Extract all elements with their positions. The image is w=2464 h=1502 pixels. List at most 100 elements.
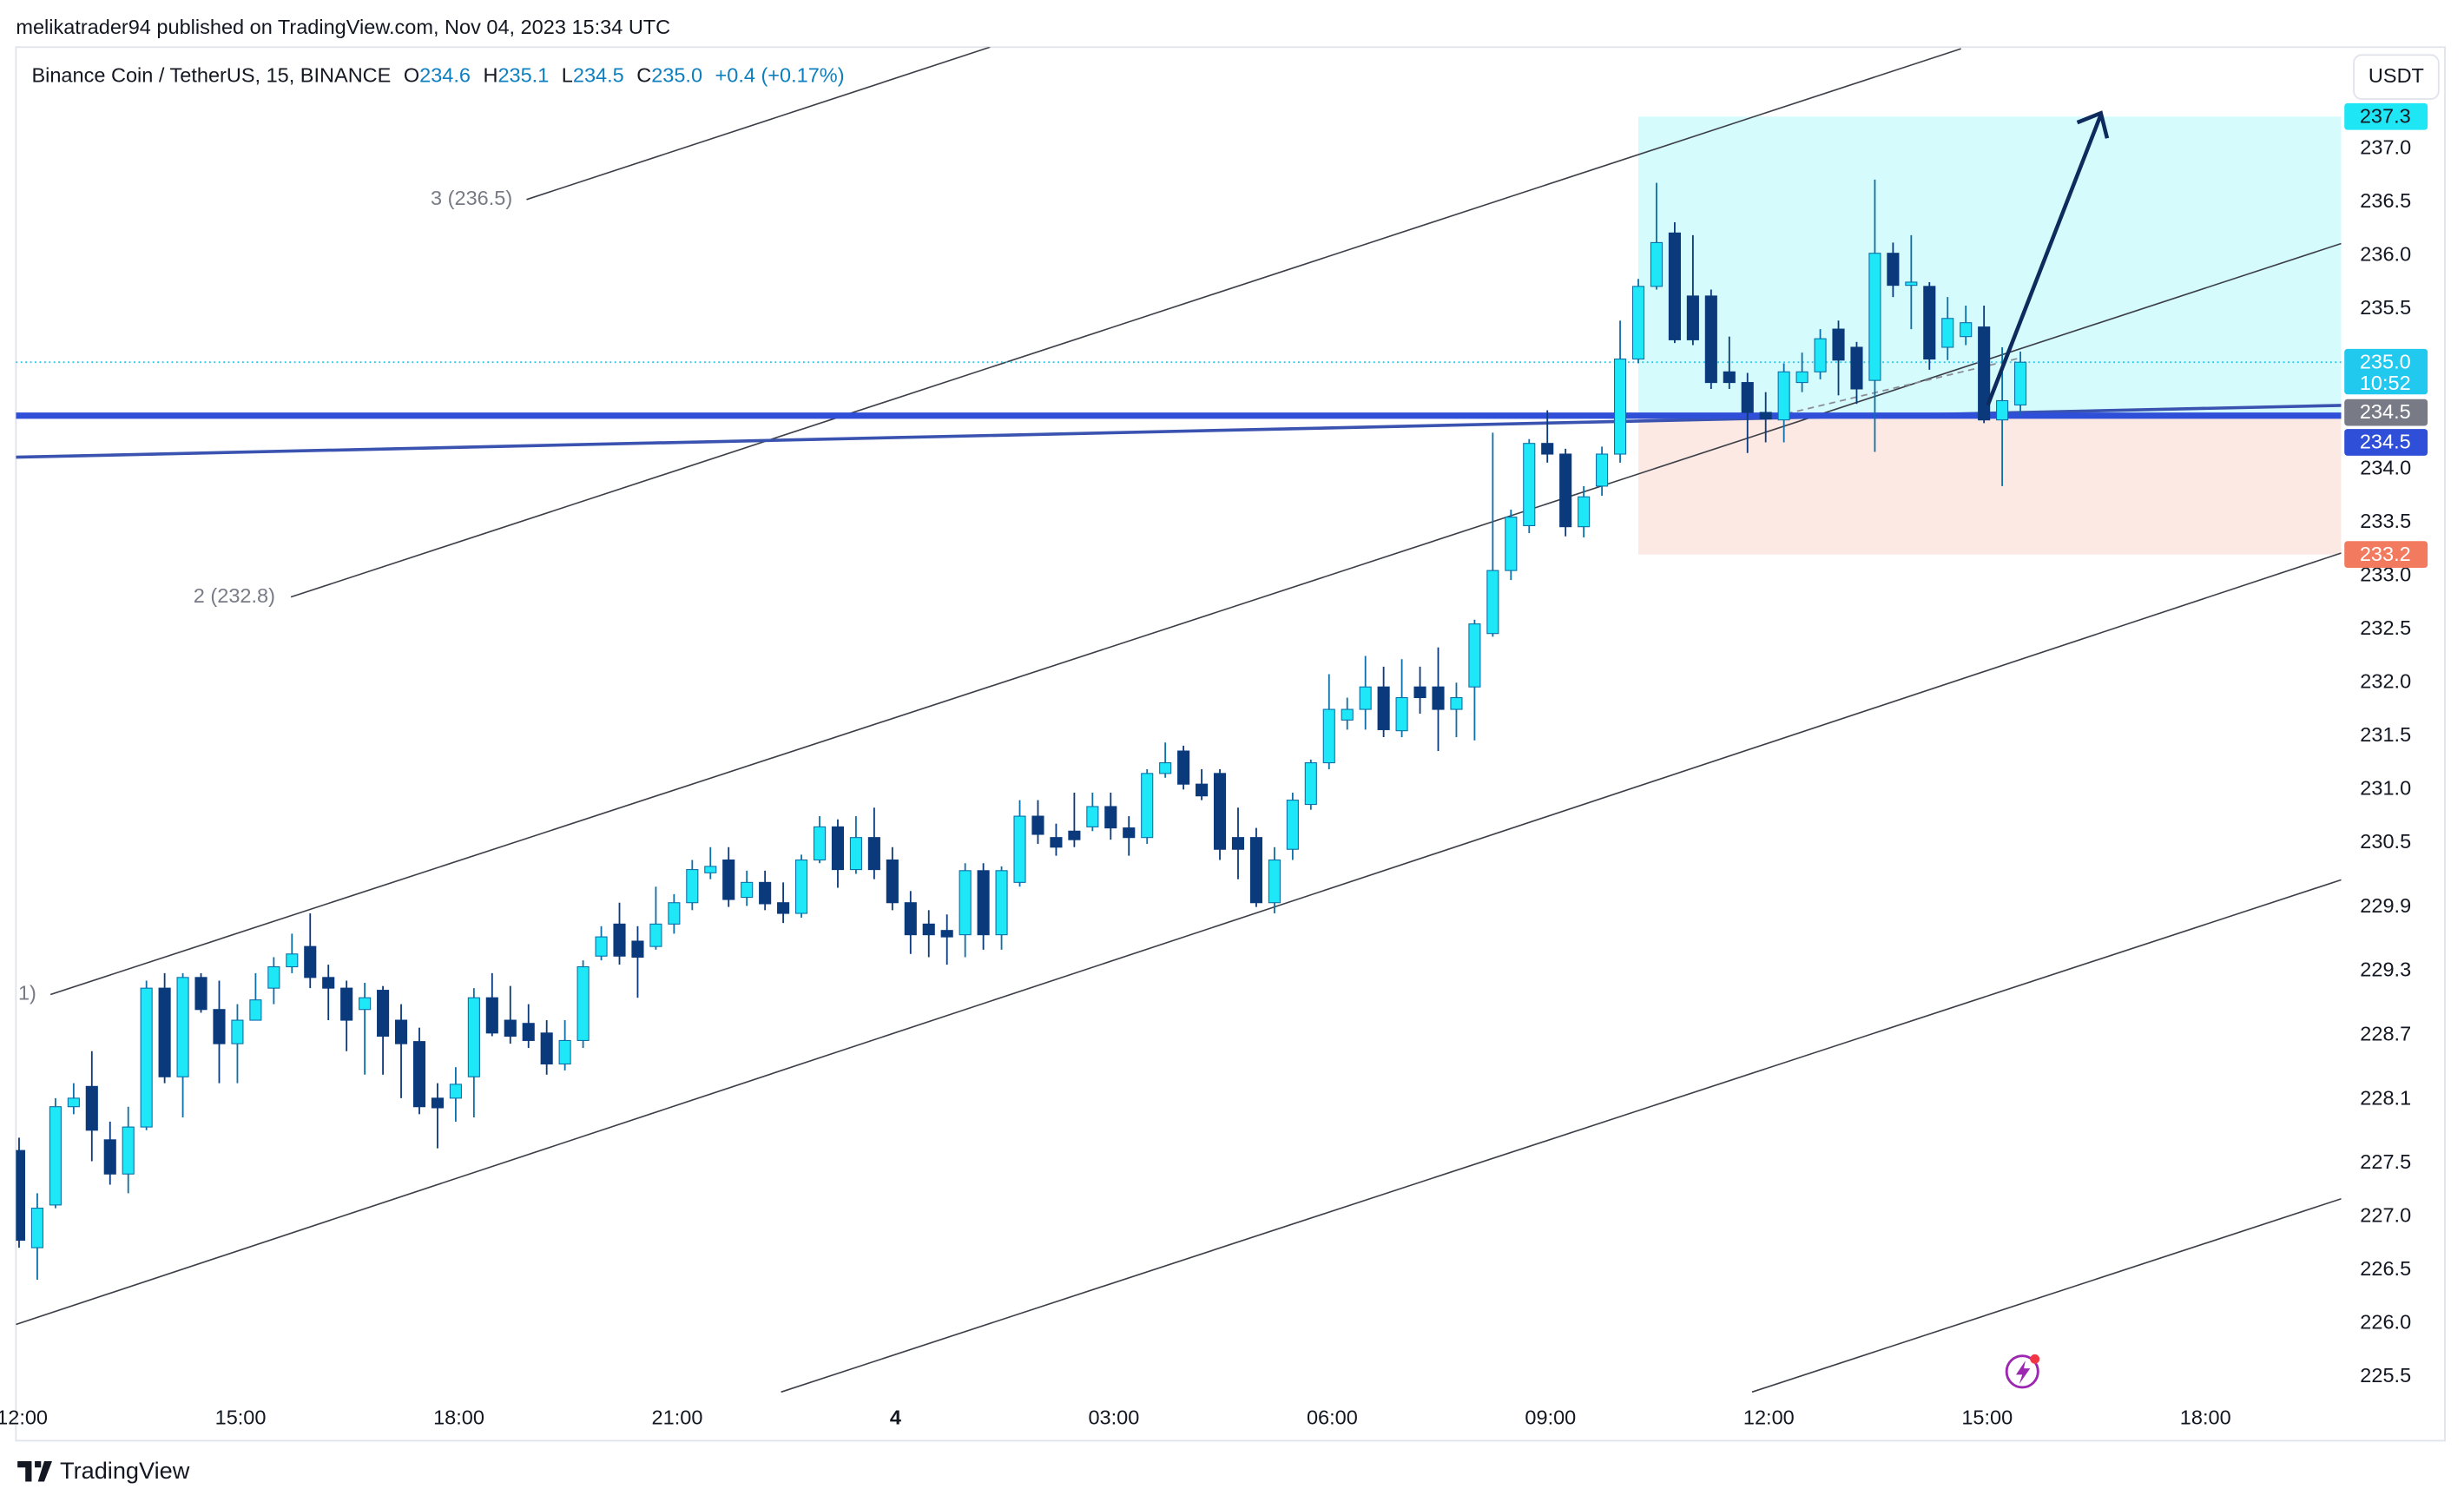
candle-body	[558, 1039, 571, 1065]
logo-mark	[17, 1460, 52, 1482]
y-tick-label: 228.7	[2360, 1022, 2411, 1044]
logo: TradingView	[17, 1457, 190, 1484]
symbol: Binance Coin / TetherUS, 15, BINANCE	[31, 64, 391, 87]
legend-key: C	[636, 64, 651, 87]
candle-body	[1086, 806, 1099, 827]
legend-key: O	[404, 64, 419, 87]
candle-body	[1068, 830, 1081, 840]
channel-label: 2 (232.8)	[194, 584, 275, 607]
candle-body	[1832, 328, 1845, 361]
candle-body	[1686, 295, 1699, 340]
candles	[16, 179, 2027, 1281]
y-tick-label: 236.0	[2360, 242, 2411, 265]
candle-body	[995, 870, 1008, 936]
candle-body	[158, 987, 171, 1077]
candle-body	[1850, 346, 1863, 390]
channel-line	[781, 879, 2342, 1393]
y-tick-label: 226.0	[2360, 1311, 2411, 1334]
candle-body	[431, 1097, 445, 1109]
price-badge-label: 234.5	[2360, 431, 2411, 453]
channel-lines	[16, 47, 2342, 1393]
y-tick-label: 236.5	[2360, 189, 2411, 212]
price-badge-label: 233.2	[2360, 543, 2411, 565]
candle-body	[1596, 453, 1609, 487]
candle-body	[904, 902, 917, 936]
y-tick-label: 231.0	[2360, 777, 2411, 800]
channel-label: 1)	[18, 982, 36, 1005]
candle-body	[1741, 382, 1754, 413]
candle-body	[1814, 338, 1827, 372]
candle-body	[213, 1009, 226, 1044]
candle-body	[2014, 361, 2027, 405]
chart-frame	[15, 46, 2446, 1442]
candle-body	[1868, 253, 1881, 381]
candle-body	[1996, 399, 2009, 421]
candle-body	[1468, 623, 1481, 688]
candle-body	[231, 1019, 244, 1044]
y-tick-label: 234.0	[2360, 456, 2411, 478]
candle-body	[759, 881, 772, 905]
arrow-shaft	[1986, 114, 2103, 406]
alert-icon[interactable]	[2005, 1354, 2040, 1389]
x-tick-label: 09:00	[1525, 1406, 1576, 1428]
candle-body	[1159, 762, 1172, 774]
candle-body	[867, 837, 880, 871]
y-tick-label: 235.5	[2360, 296, 2411, 319]
level-layer	[16, 357, 2342, 459]
channel-label: 3 (236.5)	[431, 187, 512, 209]
x-tick-label: 15:00	[215, 1406, 267, 1428]
y-tick-label: 233.5	[2360, 510, 2411, 532]
candle-body	[194, 977, 208, 1011]
candle-body	[741, 881, 754, 899]
candle-body	[1650, 241, 1664, 287]
countdown: 10:52	[2360, 372, 2411, 394]
legend-value: 235.0	[651, 64, 702, 87]
candle-body	[794, 859, 808, 914]
candle-body	[1249, 837, 1262, 904]
x-tick-label: 15:00	[1961, 1406, 2013, 1428]
candle-body	[1432, 686, 1445, 710]
candle-body	[286, 953, 299, 968]
y-tick-label: 229.9	[2360, 894, 2411, 917]
candle-body	[267, 965, 280, 989]
candle-body	[1960, 322, 1973, 338]
candle-body	[1795, 371, 1808, 384]
candle-body	[1505, 517, 1518, 571]
candle-body	[613, 923, 626, 957]
candle-body	[1523, 443, 1536, 526]
candle-body	[576, 965, 590, 1041]
candle-body	[1359, 686, 1372, 710]
currency-button[interactable]	[2353, 54, 2440, 100]
legend-value: 235.1	[497, 64, 549, 87]
candle-body	[1104, 806, 1117, 829]
candle-body	[340, 987, 353, 1021]
candle-body	[1413, 686, 1426, 699]
candle-body	[849, 837, 862, 871]
x-tick-label: 12:00	[1743, 1406, 1795, 1428]
candle-body	[85, 1085, 98, 1131]
candle-body	[1177, 750, 1190, 785]
candle-body	[1978, 326, 1991, 421]
candle-body	[504, 1019, 517, 1038]
y-tick-label: 227.0	[2360, 1204, 2411, 1227]
price-badge	[2344, 541, 2428, 569]
x-tick-label: 03:00	[1088, 1406, 1139, 1428]
candle-body	[831, 826, 845, 871]
candle-body	[1668, 232, 1681, 340]
stop-zone	[1638, 415, 2342, 555]
currency: USDT	[2368, 64, 2424, 87]
candle-body	[1377, 686, 1390, 730]
header: melikatrader94 published on TradingView.…	[16, 16, 670, 38]
y-tick-label: 237.0	[2360, 135, 2411, 158]
price-badge	[2344, 399, 2428, 426]
footer: TradingView	[60, 1457, 190, 1484]
y-tick-label: 230.5	[2360, 830, 2411, 853]
candle-body	[1395, 696, 1408, 732]
y-tick-label: 225.5	[2360, 1364, 2411, 1387]
candle-body	[249, 999, 262, 1021]
arrow	[1986, 110, 2110, 406]
price-badge	[2344, 102, 2428, 130]
legend-value: 234.6	[419, 64, 471, 87]
candle-body	[103, 1139, 116, 1175]
